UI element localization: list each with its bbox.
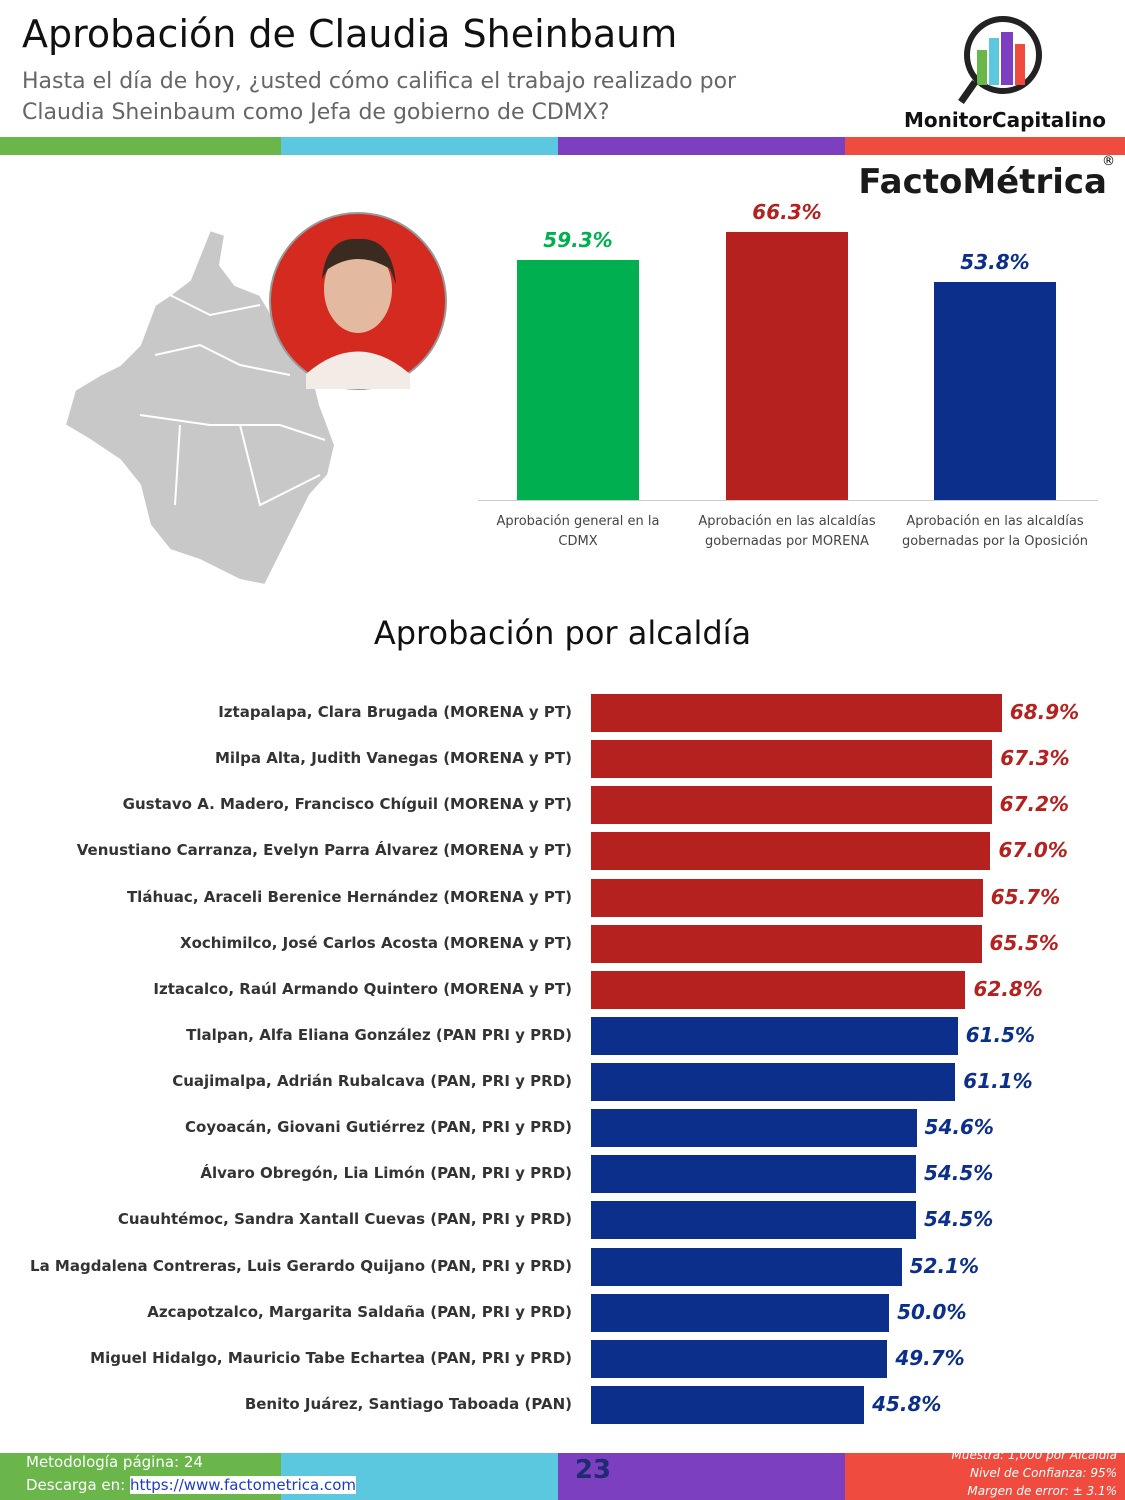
- subtitle-line: Hasta el día de hoy, ¿usted cómo calific…: [22, 69, 737, 94]
- bar: [591, 1016, 958, 1055]
- y-tick-label: La Magdalena Contreras, Luis Gerardo Qui…: [30, 1256, 572, 1275]
- value-label: 67.2%: [999, 792, 1070, 817]
- logo-text: MonitorCapitalino: [904, 108, 1106, 132]
- y-tick-label: Iztacalco, Raúl Armando Quintero (MORENA…: [153, 979, 572, 998]
- y-tick-label: Xochimilco, José Carlos Acosta (MORENA y…: [180, 933, 572, 952]
- methodology: Metodología página: 24: [26, 1453, 203, 1471]
- value-label: 65.7%: [990, 884, 1061, 909]
- bar: [726, 231, 848, 500]
- bar: [517, 260, 639, 500]
- logo-icon: [958, 16, 1042, 105]
- stripe: [845, 1453, 1125, 1500]
- stripe: [281, 137, 558, 155]
- bar: [591, 878, 983, 917]
- confidence: Nivel de Confianza: 95%: [970, 1466, 1117, 1480]
- y-tick-label: Miguel Hidalgo, Mauricio Tabe Echartea (…: [90, 1348, 572, 1367]
- subtitle-line: Claudia Sheinbaum como Jefa de gobierno …: [22, 100, 610, 125]
- x-tick-label: Aprobación en las alcaldías gobernadas p…: [698, 514, 876, 549]
- brand-mark: ®: [1102, 154, 1115, 169]
- value-label: 61.1%: [963, 1069, 1033, 1094]
- value-label: 67.3%: [1000, 746, 1070, 771]
- value-label: 54.5%: [923, 1161, 994, 1186]
- y-tick-label: Milpa Alta, Judith Vanegas (MORENA y PT): [214, 749, 572, 768]
- bar: [591, 1247, 902, 1286]
- footer-left: Metodología página: 24 Descarga en: http…: [26, 1451, 357, 1497]
- bar: [591, 970, 966, 1009]
- bar: [591, 1385, 865, 1424]
- portrait: [269, 212, 447, 390]
- y-tick-label: Gustavo A. Madero, Francisco Chíguil (MO…: [122, 795, 572, 814]
- y-tick-label: Benito Juárez, Santiago Taboada (PAN): [244, 1394, 572, 1413]
- value-label: 61.5%: [965, 1022, 1036, 1047]
- page-number: 23: [574, 1455, 612, 1485]
- value-label: 66.3%: [752, 199, 822, 224]
- subtitle: Hasta el día de hoy, ¿usted cómo calific…: [22, 66, 736, 128]
- bar: [591, 786, 992, 825]
- stripe: [0, 137, 281, 155]
- stripe: [845, 137, 1125, 155]
- y-tick-label: Tláhuac, Araceli Berenice Hernández (MOR…: [126, 887, 572, 906]
- bar: [591, 740, 993, 779]
- value-label: 59.3%: [543, 228, 613, 253]
- bar: [591, 1201, 916, 1240]
- bar: [591, 1063, 956, 1102]
- x-tick-label: Aprobación general en la CDMX: [496, 514, 660, 549]
- value-label: 53.8%: [960, 250, 1030, 275]
- bar: [591, 1339, 888, 1378]
- brand: FactoMétrica: [858, 162, 1107, 202]
- bar: [591, 694, 1002, 732]
- error: Margen de error: ± 3.1%: [967, 1484, 1117, 1498]
- bar: [934, 282, 1056, 500]
- y-tick-label: Álvaro Obregón, Lia Limón (PAN, PRI y PR…: [200, 1164, 572, 1183]
- value-label: 62.8%: [973, 976, 1043, 1001]
- value-label: 54.5%: [923, 1207, 994, 1232]
- download-label: Descarga en:: [26, 1476, 126, 1494]
- value-label: 49.7%: [895, 1345, 965, 1370]
- bar: [591, 832, 991, 871]
- sample: Muestra: 1,000 por Alcaldía: [951, 1448, 1117, 1462]
- y-tick-label: Venustiano Carranza, Evelyn Parra Álvare…: [76, 841, 572, 860]
- value-label: 52.1%: [909, 1253, 980, 1278]
- y-tick-label: Cuauhtémoc, Sandra Xantall Cuevas (PAN, …: [117, 1210, 572, 1229]
- chart-title: Aprobación por alcaldía: [373, 614, 752, 652]
- title: Aprobación de Claudia Sheinbaum: [22, 12, 678, 56]
- baseline: [478, 500, 1098, 501]
- bar: [591, 1109, 917, 1148]
- y-tick-label: Cuajimalpa, Adrián Rubalcava (PAN, PRI y…: [172, 1072, 572, 1091]
- value-label: 50.0%: [897, 1299, 967, 1324]
- y-tick-label: Azcapotzalco, Margarita Saldaña (PAN, PR…: [147, 1302, 572, 1321]
- bar: [591, 1293, 890, 1332]
- value-label: 65.5%: [989, 930, 1059, 955]
- bar: [591, 924, 982, 963]
- download: Descarga en: https://www.factometrica.co…: [26, 1474, 357, 1497]
- value-label: 54.6%: [924, 1115, 994, 1140]
- stripe: [558, 1453, 845, 1500]
- value-label: 67.0%: [998, 838, 1068, 863]
- y-tick-label: Coyoacán, Giovani Gutiérrez (PAN, PRI y …: [185, 1118, 572, 1137]
- value-label: 45.8%: [872, 1391, 942, 1416]
- bar: [591, 1155, 916, 1194]
- stripe: [558, 137, 845, 155]
- footer-right: Muestra: 1,000 por Alcaldía Nivel de Con…: [952, 1446, 1117, 1500]
- y-tick-label: Iztapalapa, Clara Brugada (MORENA y PT): [218, 703, 572, 721]
- download-link[interactable]: https://www.factometrica.com: [130, 1476, 357, 1494]
- y-tick-label: Tlalpan, Alfa Eliana González (PAN PRI y…: [186, 1025, 572, 1044]
- value-label: 68.9%: [1009, 700, 1080, 724]
- x-tick-label: Aprobación en las alcaldías gobernadas p…: [901, 514, 1089, 549]
